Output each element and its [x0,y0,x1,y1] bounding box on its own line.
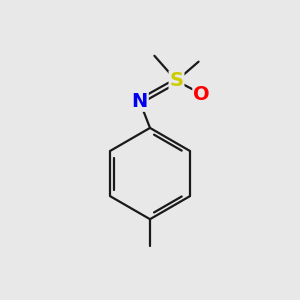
Text: N: N [132,92,148,111]
Text: S: S [169,71,184,90]
Text: O: O [193,85,210,104]
